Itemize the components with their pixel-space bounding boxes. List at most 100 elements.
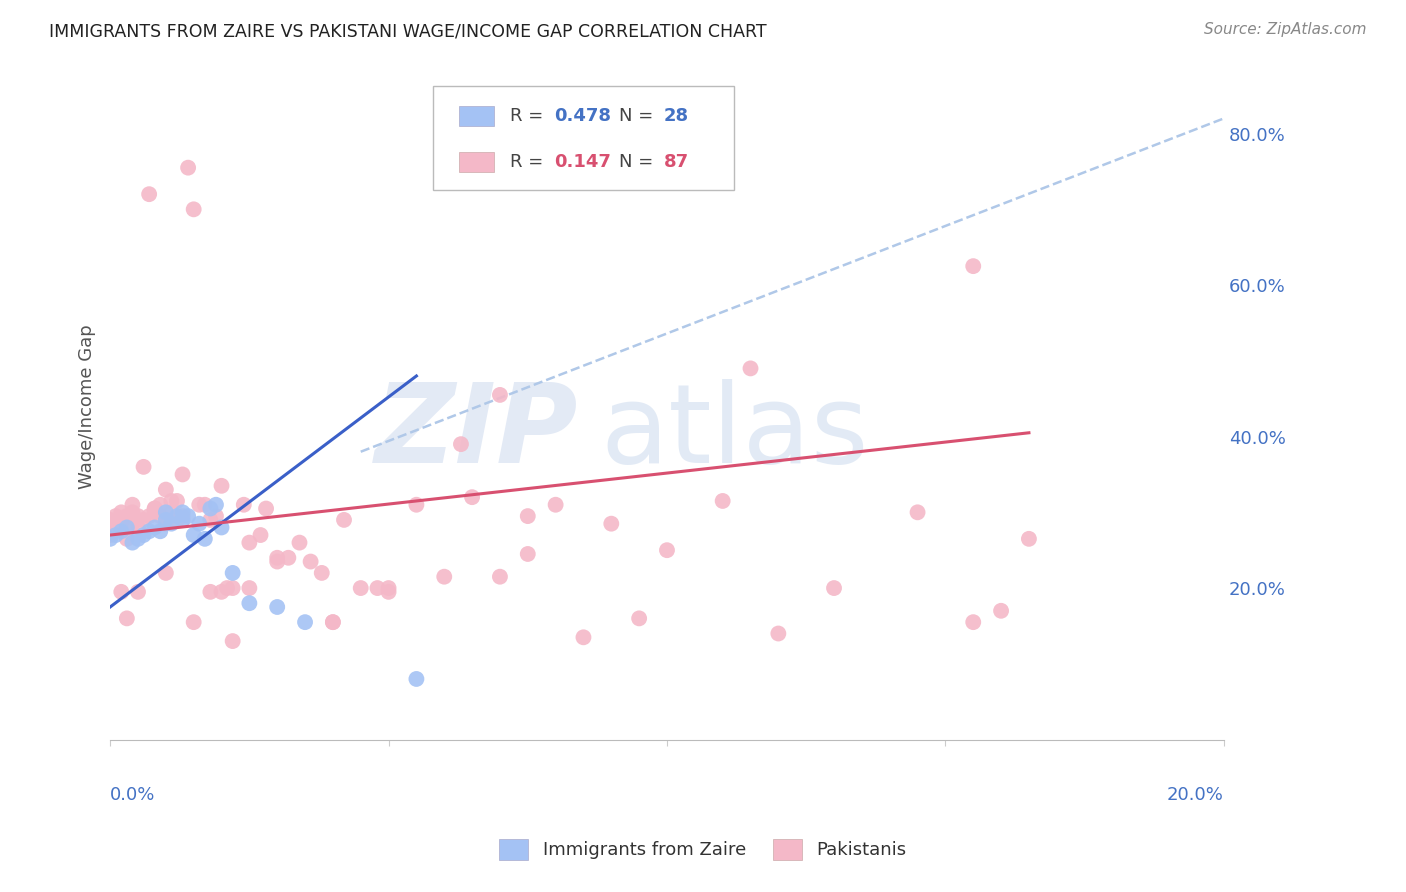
Point (172, 513, 194, 527)
Text: Source: ZipAtlas.com: Source: ZipAtlas.com (1204, 22, 1367, 37)
Point (98, 513, 121, 527)
Point (160, 494, 183, 508)
Point (172, 467, 194, 482)
Text: 28: 28 (664, 107, 689, 126)
Point (205, 509, 228, 524)
Y-axis label: Wage/Income Gap: Wage/Income Gap (79, 324, 96, 489)
Point (232, 498, 254, 512)
Point (149, 498, 172, 512)
Point (104, 528, 127, 542)
Point (572, 630, 595, 644)
Point (177, 161, 200, 175)
Point (138, 187, 160, 202)
Point (115, 532, 138, 546)
Text: 20.0%: 20.0% (1167, 786, 1223, 805)
Point (110, 524, 132, 539)
Point (132, 459, 155, 474)
Point (143, 520, 166, 534)
Point (311, 566, 333, 580)
Point (121, 535, 143, 549)
Point (143, 501, 166, 516)
Point (366, 581, 388, 595)
Point (155, 566, 177, 580)
Text: atlas: atlas (600, 379, 869, 486)
Text: R =: R = (510, 107, 548, 126)
Point (194, 498, 217, 512)
Point (516, 509, 538, 524)
Point (138, 524, 160, 539)
Text: 0.0%: 0.0% (110, 786, 156, 805)
FancyBboxPatch shape (433, 87, 734, 190)
Point (98, 528, 121, 542)
Point (127, 585, 149, 599)
Text: 0.478: 0.478 (554, 107, 612, 126)
Text: N =: N = (619, 153, 659, 170)
Point (211, 585, 233, 599)
Point (266, 599, 288, 614)
Point (211, 520, 233, 534)
Point (166, 494, 188, 508)
Point (962, 615, 984, 629)
Bar (458, 106, 495, 127)
Point (238, 581, 260, 595)
Point (823, 581, 845, 595)
Bar (458, 152, 495, 172)
Point (115, 611, 138, 625)
Point (277, 550, 299, 565)
Point (160, 505, 183, 519)
Point (121, 505, 143, 519)
Point (143, 501, 166, 516)
Point (115, 509, 138, 524)
Point (194, 532, 217, 546)
Text: R =: R = (510, 153, 548, 170)
Point (160, 516, 183, 531)
Point (740, 361, 762, 376)
Point (288, 535, 311, 549)
Point (489, 570, 512, 584)
Point (188, 498, 211, 512)
Point (127, 532, 149, 546)
Point (104, 520, 127, 534)
Point (516, 547, 538, 561)
Point (433, 570, 456, 584)
Point (217, 581, 239, 595)
Point (211, 479, 233, 493)
Point (155, 513, 177, 527)
Point (221, 581, 243, 595)
Point (544, 498, 567, 512)
Point (127, 509, 149, 524)
Point (238, 535, 260, 549)
Point (266, 550, 288, 565)
Point (149, 509, 172, 524)
Point (121, 498, 143, 512)
Point (110, 516, 132, 531)
Point (377, 581, 399, 595)
Point (1018, 532, 1040, 546)
Point (350, 581, 373, 595)
Point (172, 509, 194, 524)
Point (221, 634, 243, 648)
Point (149, 524, 172, 539)
Point (200, 585, 222, 599)
Point (200, 501, 222, 516)
Point (238, 596, 260, 610)
Point (115, 520, 138, 534)
Point (990, 604, 1012, 618)
Point (155, 483, 177, 497)
Legend: Immigrants from Zaire, Pakistanis: Immigrants from Zaire, Pakistanis (492, 831, 914, 867)
Text: 87: 87 (664, 153, 689, 170)
Point (405, 672, 427, 686)
Point (907, 505, 929, 519)
Point (299, 555, 322, 569)
Point (205, 498, 228, 512)
Point (322, 615, 344, 629)
Point (461, 490, 484, 504)
Point (962, 259, 984, 273)
Point (183, 202, 205, 217)
Text: IMMIGRANTS FROM ZAIRE VS PAKISTANI WAGE/INCOME GAP CORRELATION CHART: IMMIGRANTS FROM ZAIRE VS PAKISTANI WAGE/… (49, 22, 766, 40)
Point (333, 513, 356, 527)
Point (183, 615, 205, 629)
Point (489, 388, 512, 402)
Point (200, 513, 222, 527)
Point (127, 520, 149, 534)
